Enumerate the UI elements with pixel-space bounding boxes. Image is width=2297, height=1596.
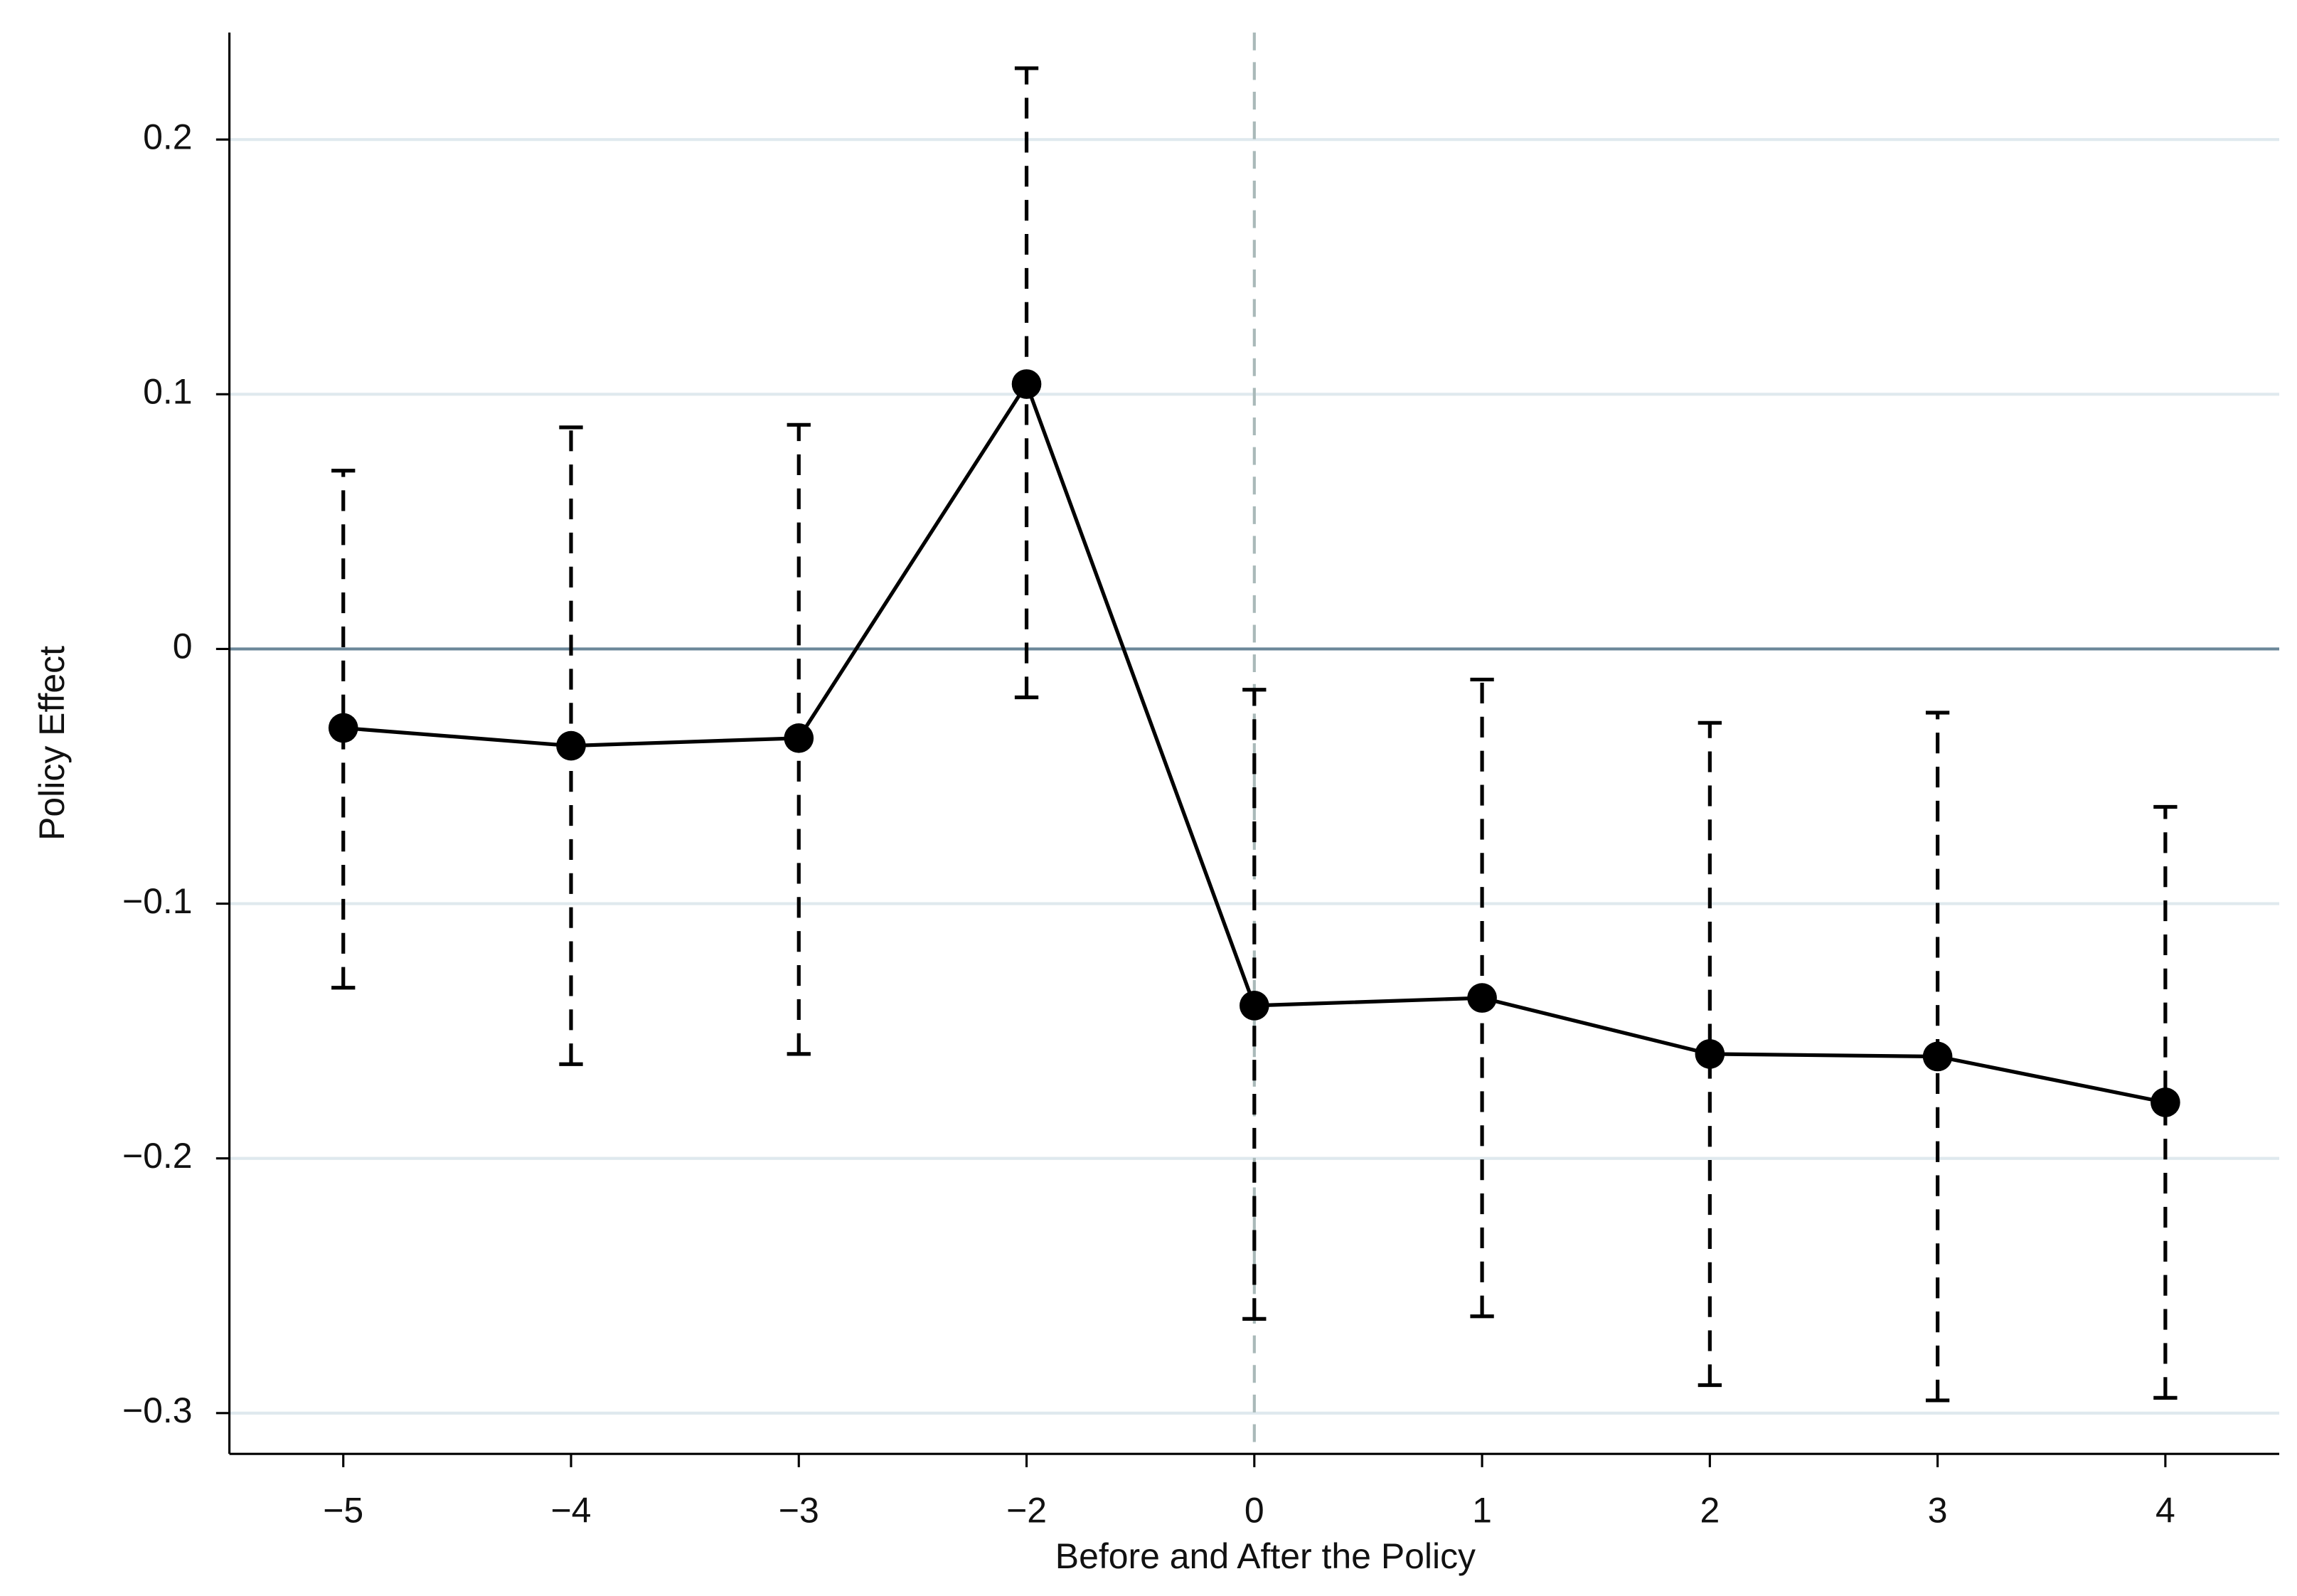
point — [1011, 369, 1042, 399]
x-tick-label: −2 — [1006, 1491, 1047, 1531]
point — [556, 730, 586, 761]
point — [328, 713, 358, 743]
point — [784, 723, 814, 753]
y-tick-label: −0.1 — [122, 881, 193, 921]
y-tick-label: −0.2 — [122, 1136, 193, 1176]
x-tick-label: 4 — [2155, 1491, 2175, 1531]
x-tick-label: 2 — [1700, 1491, 1720, 1531]
x-tick-label: −5 — [323, 1491, 363, 1531]
y-tick-label: −0.3 — [122, 1390, 193, 1430]
y-axis-label: Policy Effect — [32, 646, 72, 841]
y-tick-label: 0.2 — [143, 117, 192, 156]
point — [1467, 983, 1497, 1013]
x-tick-label: −3 — [779, 1491, 819, 1531]
point — [2151, 1087, 2180, 1117]
x-axis-label: Before and After the Policy — [1055, 1536, 1476, 1576]
x-tick-label: 1 — [1472, 1491, 1492, 1531]
x-tick-label: 3 — [1928, 1491, 1948, 1531]
x-tick-label: 0 — [1245, 1491, 1264, 1531]
point — [1239, 991, 1269, 1021]
point — [1695, 1039, 1725, 1069]
x-tick-label: −4 — [551, 1491, 592, 1531]
point — [1922, 1041, 1953, 1072]
y-tick-label: 0 — [173, 627, 193, 666]
y-tick-label: 0.1 — [143, 372, 192, 412]
